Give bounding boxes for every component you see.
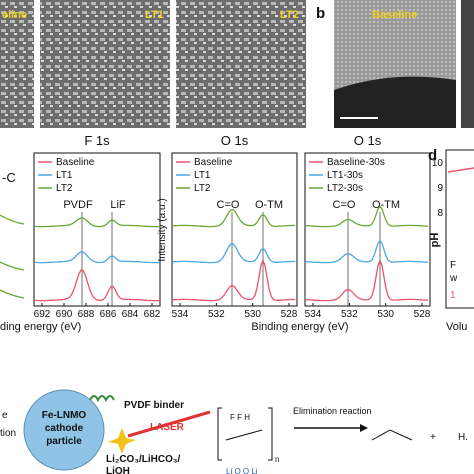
structure	[217, 407, 273, 461]
legend-label: Baseline	[194, 157, 233, 168]
product-label: LiOH	[106, 466, 130, 474]
axes-box	[33, 152, 161, 307]
particle-label: Fe-LNMO	[42, 410, 87, 421]
x-axis-label: Binding energy (eV)	[251, 321, 348, 333]
particle	[23, 389, 105, 471]
subscript: n	[275, 455, 279, 464]
fragment: 1	[450, 290, 456, 301]
x-tick-label: 684	[122, 309, 139, 320]
y-axis-label: pH	[429, 233, 441, 248]
x-tick-label: 686	[100, 309, 117, 320]
y-tick-label: 9	[437, 183, 443, 194]
x-tick-label: 534	[305, 309, 322, 320]
arrow-head	[360, 424, 368, 432]
tem-dark	[334, 76, 456, 128]
laser-spot	[108, 428, 136, 454]
fragment: H.	[458, 432, 468, 443]
peak-label: LiF	[110, 199, 126, 211]
x-tick-label: 530	[244, 309, 261, 320]
x-tick-label: 528	[281, 309, 298, 320]
peak-label: O-TM	[372, 199, 400, 211]
curve-fragment	[0, 214, 25, 299]
legend-label: LT1	[194, 170, 211, 181]
axes-box	[304, 152, 431, 307]
peak-label: C=O	[333, 199, 356, 211]
x-tick-label: 690	[56, 309, 73, 320]
image-label: eline	[2, 9, 27, 21]
binder-label: PVDF binder	[124, 400, 184, 411]
fragment: e	[2, 410, 8, 421]
panel-d: d 10 9 8 pH F w 1 Volu	[428, 147, 474, 333]
spectrum-curve	[172, 209, 296, 228]
sem-image	[176, 0, 306, 128]
x-tick-label: 532	[341, 309, 358, 320]
peak-label: C=O	[217, 199, 240, 211]
curve-fragment	[447, 167, 474, 173]
peak-label: PVDF	[63, 199, 93, 211]
panel-b: b Baseline	[316, 0, 474, 128]
x-tick-label: 692	[34, 309, 51, 320]
atoms: F F H	[230, 413, 250, 422]
spectrum-curve	[34, 251, 159, 264]
spectrum-curve	[305, 205, 429, 228]
x-axis-label: Volu	[446, 321, 467, 333]
laser-beam	[127, 410, 211, 438]
particle-label: particle	[46, 436, 82, 447]
peak-label: O-TM	[255, 199, 283, 211]
product-label: Li₂CO₃/LiHCO₃/	[106, 454, 180, 465]
legend-label: LT2	[56, 183, 73, 194]
spectrum-curve	[305, 258, 429, 302]
panel-c: -C ding energy (eV) Binding energy (eV) …	[0, 133, 431, 333]
y-tick-label: 8	[437, 208, 443, 219]
legend-label: LT1-30s	[327, 170, 363, 181]
tem-image	[461, 0, 474, 128]
axes-box	[171, 152, 298, 307]
particle-label: cathode	[45, 423, 84, 434]
plot-title: O 1s	[354, 133, 382, 148]
legend-label: Baseline-30s	[327, 157, 385, 168]
structure	[371, 429, 413, 441]
panel-letter: b	[316, 5, 325, 22]
fragment: tion	[0, 428, 16, 439]
binder-chain	[89, 395, 115, 403]
schematic: e tion Fe-LNMO cathode particle PVDF bin…	[0, 389, 468, 474]
legend-label: LT2	[194, 183, 211, 194]
spectrum-curve	[34, 217, 159, 228]
plus: +	[430, 432, 436, 443]
plot-title: O 1s	[221, 133, 249, 148]
x-tick-label: 532	[208, 309, 225, 320]
fragment: -C	[2, 170, 16, 185]
sem-image	[40, 0, 170, 128]
spectrum-curve	[34, 269, 159, 302]
y-tick-label: 10	[432, 158, 444, 169]
axes-box	[445, 149, 474, 309]
plot-title: F 1s	[84, 133, 110, 148]
sem-image	[0, 0, 34, 128]
x-tick-label: 682	[144, 309, 161, 320]
spectrum-curve	[305, 239, 429, 264]
image-label: Baseline	[372, 9, 417, 21]
reaction-label: Elimination reaction	[293, 406, 372, 416]
legend-label: Baseline	[56, 157, 95, 168]
legend-label: LT1	[56, 170, 73, 181]
image-label: LT1	[145, 9, 164, 21]
x-tick-label: 534	[172, 309, 189, 320]
x-tick-label: 530	[377, 309, 394, 320]
spectrum-curve	[172, 243, 296, 264]
fragment: F	[450, 260, 456, 271]
atoms: Li O O Li	[226, 467, 258, 474]
x-tick-label: 528	[414, 309, 431, 320]
image-label: LT2	[280, 9, 299, 21]
spectrum-curve	[172, 258, 296, 302]
panel-letter: d	[428, 147, 437, 164]
x-axis-label: ding energy (eV)	[0, 321, 81, 333]
legend-label: LT2-30s	[327, 183, 363, 194]
laser-label: LASER	[150, 422, 185, 433]
fragment: w	[449, 273, 458, 284]
y-axis-label: Intensity (a.u.)	[157, 198, 168, 261]
x-tick-label: 688	[78, 309, 95, 320]
panel-a: eline LT1 LT2	[0, 0, 306, 128]
